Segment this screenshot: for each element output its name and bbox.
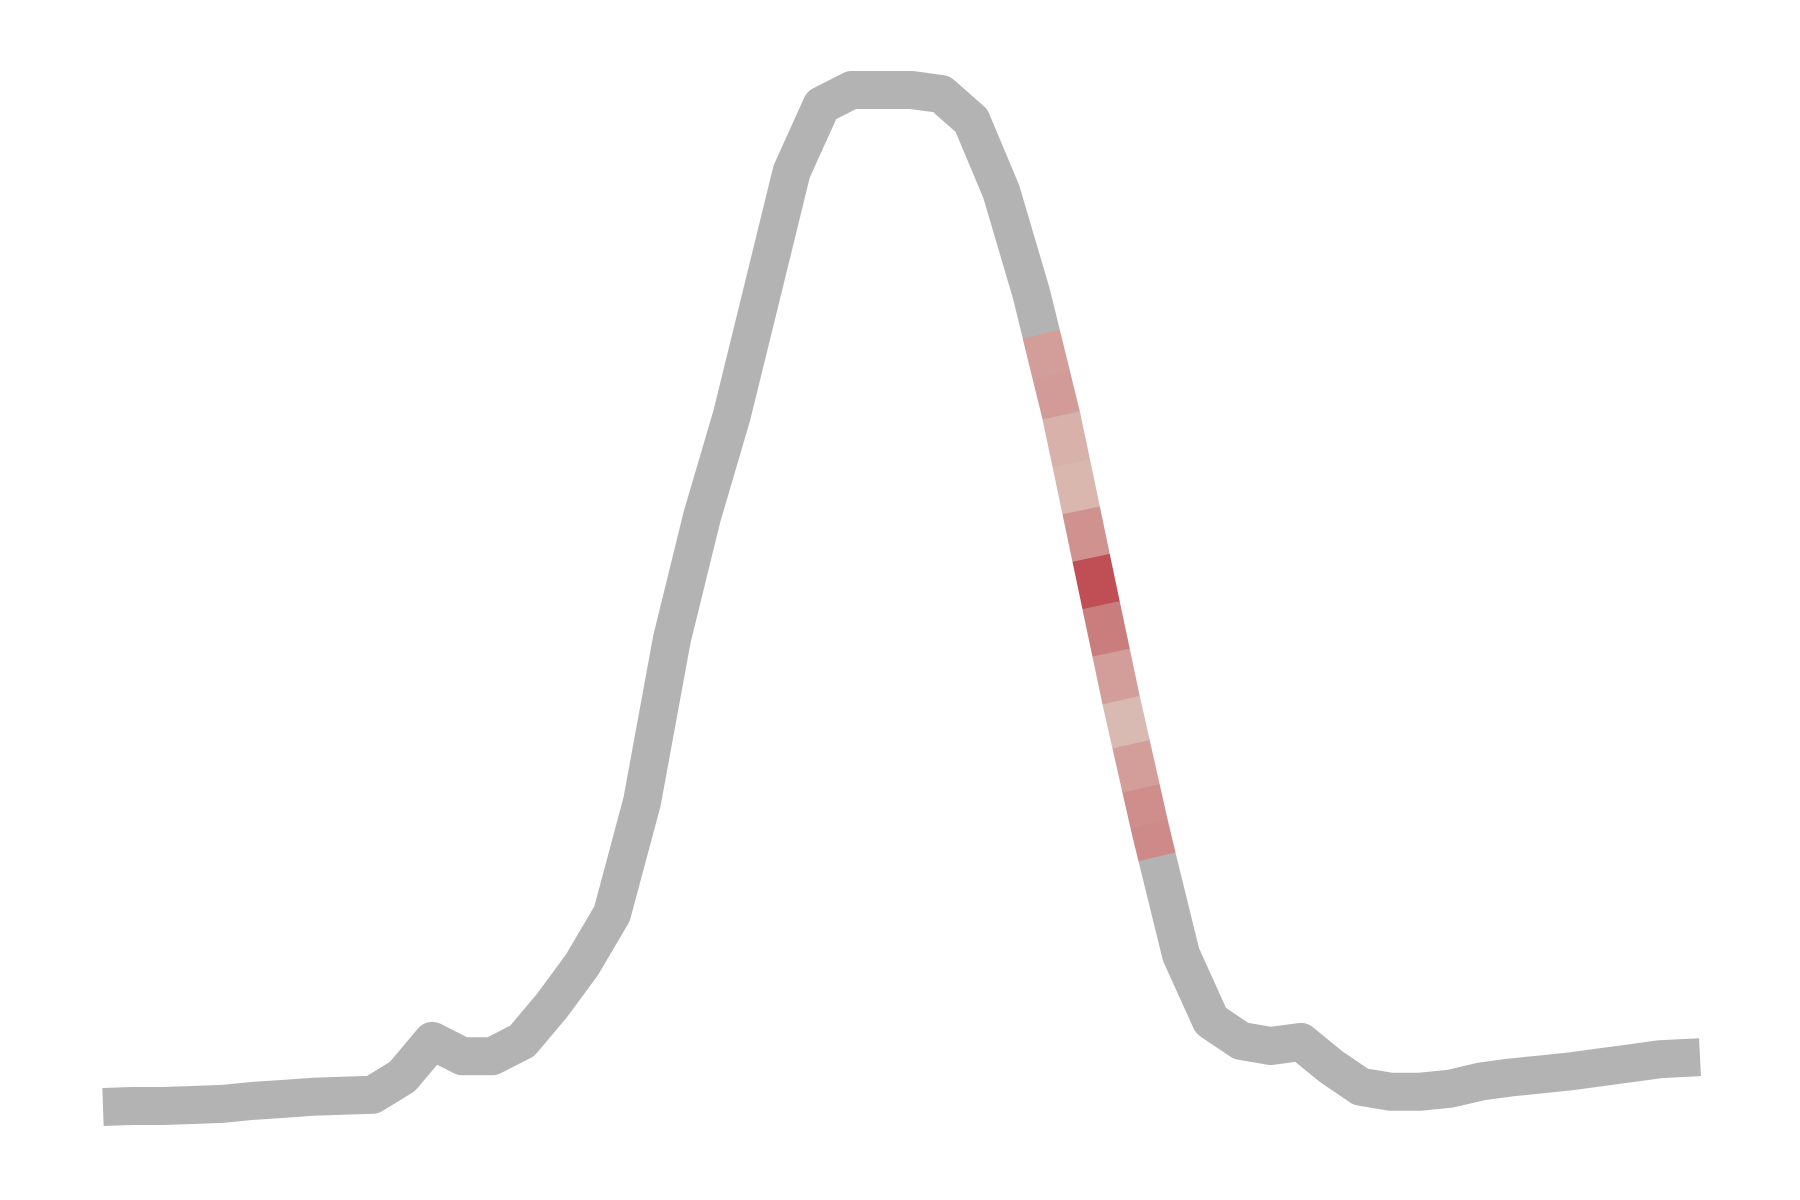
series-line-profile	[102, 71, 1701, 1126]
highlight-segment-12	[1130, 819, 1176, 862]
highlight-segment-5	[1062, 506, 1110, 562]
highlight-segment-8	[1092, 648, 1140, 705]
highlight-segment-4	[1052, 458, 1100, 515]
base-line-layer	[102, 71, 1701, 1126]
highlight-segment-1	[1022, 329, 1070, 380]
highlight-segment-9	[1102, 695, 1150, 749]
highlight-segment-6	[1072, 553, 1120, 610]
highlight-segment-11	[1122, 784, 1168, 828]
highlight-segment-10	[1112, 740, 1160, 793]
highlight-segment-7	[1082, 601, 1130, 657]
highlight-segment-3	[1042, 411, 1090, 467]
highlight-layer	[1022, 329, 1176, 862]
highlight-segment-2	[1032, 370, 1080, 420]
